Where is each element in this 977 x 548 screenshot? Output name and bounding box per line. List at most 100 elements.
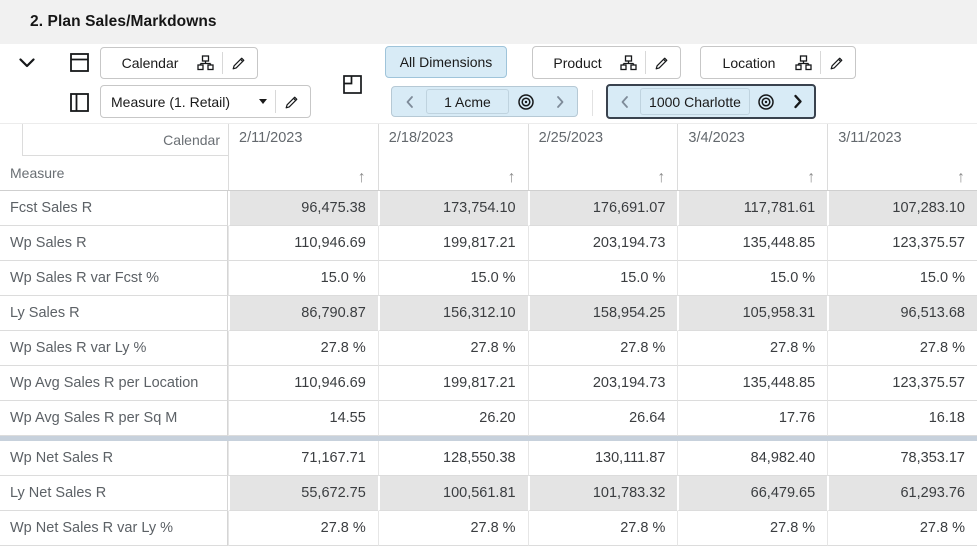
measure-row-header[interactable]: Ly Sales R — [0, 296, 228, 331]
page-axis-icon[interactable] — [339, 72, 365, 96]
value-cell[interactable]: 199,817.21 — [377, 366, 528, 401]
measure-row-header[interactable]: Wp Sales R — [0, 226, 228, 261]
value-cell[interactable]: 123,375.57 — [827, 226, 977, 261]
value-cell[interactable]: 27.8 % — [228, 331, 378, 366]
value-cell[interactable]: 26.20 — [377, 401, 528, 436]
all-dimensions-label: All Dimensions — [399, 54, 493, 70]
sort-ascending-icon[interactable]: ↑ — [507, 169, 516, 186]
value-cell[interactable]: 158,954.25 — [527, 296, 678, 331]
value-cell[interactable]: 110,946.69 — [228, 226, 378, 261]
value-cell[interactable]: 15.0 % — [377, 261, 528, 296]
value-cell[interactable]: 84,982.40 — [677, 441, 828, 476]
value-cell[interactable]: 96,475.38 — [228, 191, 378, 226]
value-cell[interactable]: 71,167.71 — [228, 441, 378, 476]
edit-calendar-pencil-icon[interactable] — [231, 55, 247, 71]
value-cell[interactable]: 27.8 % — [677, 511, 828, 546]
date-column-header[interactable]: 3/11/2023 ↑ — [827, 124, 977, 190]
table-row: Wp Net Sales R 71,167.71 128,550.38 130,111… — [0, 441, 977, 476]
value-cell[interactable]: 128,550.38 — [377, 441, 528, 476]
edit-measure-pencil-icon[interactable] — [284, 94, 300, 110]
measure-row-header[interactable]: Wp Sales R var Ly % — [0, 331, 228, 366]
sort-ascending-icon[interactable]: ↑ — [357, 169, 366, 186]
location-dimension-button[interactable]: Location — [700, 46, 856, 79]
product-pager: 1 Acme — [391, 86, 578, 117]
grid-corner: Calendar Measure — [0, 124, 228, 190]
value-cell[interactable]: 15.0 % — [677, 261, 828, 296]
button-divider — [222, 52, 223, 74]
value-cell[interactable]: 15.0 % — [527, 261, 678, 296]
sort-ascending-icon[interactable]: ↑ — [657, 169, 666, 186]
value-cell[interactable]: 61,293.76 — [827, 476, 977, 511]
grid-body: Fcst Sales R 96,475.38 173,754.10 176,691.0… — [0, 191, 977, 546]
value-cell[interactable]: 78,353.17 — [827, 441, 977, 476]
date-column-header[interactable]: 2/25/2023 ↑ — [527, 124, 678, 190]
product-dimension-button[interactable]: Product — [532, 46, 681, 79]
location-pager-value[interactable]: 1000 Charlotte — [640, 88, 750, 115]
date-column-header[interactable]: 3/4/2023 ↑ — [677, 124, 827, 190]
dropdown-caret-icon[interactable] — [259, 99, 267, 104]
value-cell[interactable]: 27.8 % — [377, 511, 528, 546]
value-cell[interactable]: 199,817.21 — [377, 226, 528, 261]
value-cell[interactable]: 203,194.73 — [527, 226, 678, 261]
product-prev-chevron-icon[interactable] — [392, 87, 426, 116]
all-dimensions-button[interactable]: All Dimensions — [385, 46, 507, 78]
measure-row-header[interactable]: Wp Net Sales R — [0, 441, 228, 476]
value-cell[interactable]: 110,946.69 — [228, 366, 378, 401]
value-cell[interactable]: 86,790.87 — [228, 296, 378, 331]
value-cell[interactable]: 135,448.85 — [677, 226, 828, 261]
value-cell[interactable]: 105,958.31 — [677, 296, 828, 331]
value-cell[interactable]: 15.0 % — [827, 261, 977, 296]
edit-product-pencil-icon[interactable] — [654, 55, 670, 71]
sort-ascending-icon[interactable]: ↑ — [957, 169, 965, 186]
location-target-icon[interactable] — [750, 86, 782, 117]
value-cell[interactable]: 26.64 — [527, 401, 678, 436]
value-cell[interactable]: 27.8 % — [827, 331, 977, 366]
value-cell[interactable]: 123,375.57 — [827, 366, 977, 401]
value-cell[interactable]: 96,513.68 — [827, 296, 977, 331]
value-cell[interactable]: 15.0 % — [228, 261, 378, 296]
value-cell[interactable]: 107,283.10 — [827, 191, 977, 226]
value-cell[interactable]: 117,781.61 — [677, 191, 828, 226]
measure-row-header[interactable]: Wp Sales R var Fcst % — [0, 261, 228, 296]
value-cell[interactable]: 14.55 — [228, 401, 378, 436]
measure-axis-button[interactable]: Measure (1. Retail) — [100, 85, 311, 118]
value-cell[interactable]: 176,691.07 — [527, 191, 678, 226]
location-next-chevron-icon[interactable] — [782, 86, 814, 117]
value-cell[interactable]: 27.8 % — [527, 511, 678, 546]
value-cell[interactable]: 27.8 % — [677, 331, 828, 366]
value-cell[interactable]: 130,111.87 — [527, 441, 678, 476]
value-cell[interactable]: 203,194.73 — [527, 366, 678, 401]
collapse-section-icon[interactable] — [14, 52, 40, 74]
value-cell[interactable]: 27.8 % — [228, 511, 378, 546]
value-cell[interactable]: 16.18 — [827, 401, 977, 436]
product-next-chevron-icon[interactable] — [543, 87, 577, 116]
value-cell[interactable]: 101,783.32 — [527, 476, 678, 511]
value-cell[interactable]: 66,479.65 — [677, 476, 828, 511]
product-pager-value[interactable]: 1 Acme — [426, 89, 509, 114]
location-prev-chevron-icon[interactable] — [608, 86, 640, 117]
value-cell[interactable]: 173,754.10 — [377, 191, 528, 226]
product-target-icon[interactable] — [509, 87, 543, 116]
measure-row-header[interactable]: Wp Avg Sales R per Sq M — [0, 401, 228, 436]
measure-row-header[interactable]: Fcst Sales R — [0, 191, 228, 226]
calendar-axis-button[interactable]: Calendar — [100, 47, 258, 79]
column-axis-icon[interactable] — [66, 90, 92, 114]
measure-row-header[interactable]: Wp Net Sales R var Ly % — [0, 511, 228, 546]
value-cell[interactable]: 55,672.75 — [228, 476, 378, 511]
value-cell[interactable]: 27.8 % — [827, 511, 977, 546]
value-cell[interactable]: 27.8 % — [377, 331, 528, 366]
value-cell[interactable]: 17.76 — [677, 401, 828, 436]
date-column-header[interactable]: 2/11/2023 ↑ — [228, 124, 378, 190]
value-cell[interactable]: 27.8 % — [527, 331, 678, 366]
value-cell[interactable]: 156,312.10 — [377, 296, 528, 331]
measure-row-header[interactable]: Wp Avg Sales R per Location — [0, 366, 228, 401]
edit-location-pencil-icon[interactable] — [829, 55, 845, 71]
date-column-header[interactable]: 2/18/2023 ↑ — [377, 124, 528, 190]
sort-ascending-icon[interactable]: ↑ — [807, 169, 816, 186]
row-axis-icon[interactable] — [66, 50, 92, 74]
measure-row-header[interactable]: Ly Net Sales R — [0, 476, 228, 511]
row-dimension-label: Measure — [10, 165, 65, 181]
value-cell[interactable]: 100,561.81 — [377, 476, 528, 511]
button-divider — [275, 90, 276, 113]
value-cell[interactable]: 135,448.85 — [677, 366, 828, 401]
